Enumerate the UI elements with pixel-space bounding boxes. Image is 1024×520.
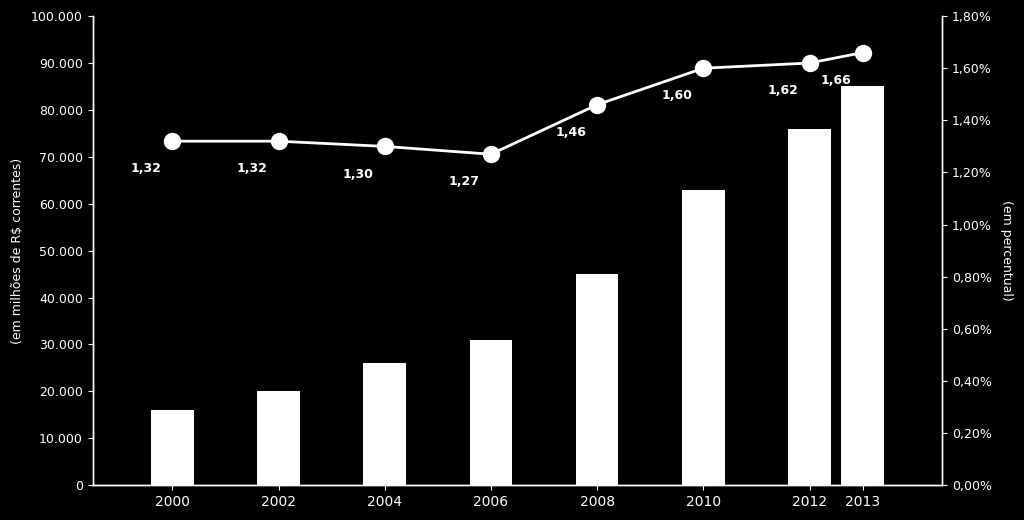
Text: 1,32: 1,32 — [130, 162, 161, 175]
Bar — [575, 274, 618, 485]
Text: 1,27: 1,27 — [449, 175, 480, 188]
Bar — [788, 128, 830, 485]
Text: 1,66: 1,66 — [821, 74, 852, 87]
Bar — [842, 86, 884, 485]
Bar — [152, 410, 194, 485]
Text: 1,62: 1,62 — [768, 84, 799, 97]
Bar — [364, 363, 406, 485]
Y-axis label: (em milhões de R$ correntes): (em milhões de R$ correntes) — [11, 158, 25, 344]
Bar — [470, 340, 512, 485]
Text: 1,32: 1,32 — [237, 162, 267, 175]
Bar — [682, 190, 725, 485]
Bar — [257, 392, 300, 485]
Text: 1,46: 1,46 — [555, 126, 586, 139]
Y-axis label: (em percentual): (em percentual) — [999, 200, 1013, 301]
Text: 1,30: 1,30 — [343, 167, 374, 180]
Text: 1,60: 1,60 — [662, 89, 692, 102]
